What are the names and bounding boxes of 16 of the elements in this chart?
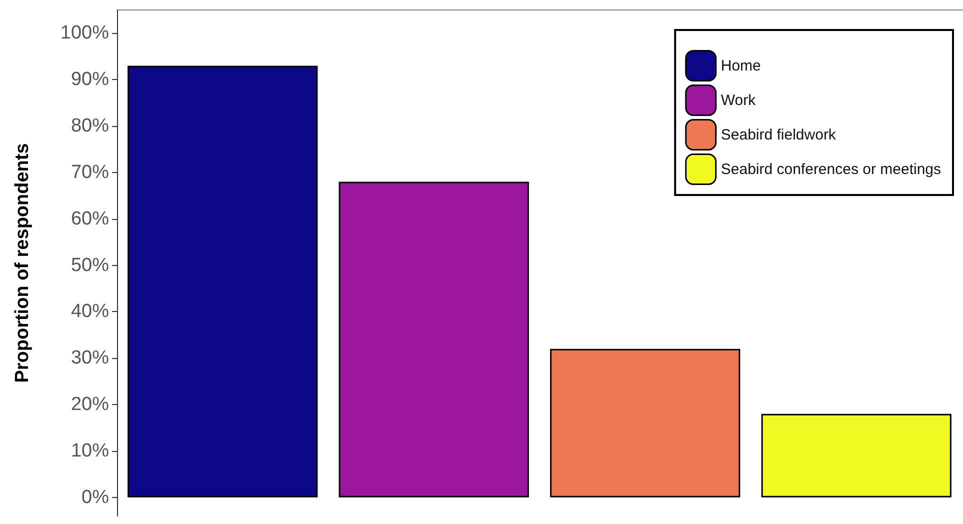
- y-axis-title: Proportion of respondents: [12, 143, 33, 383]
- legend-label: Work: [720, 92, 756, 109]
- legend-label: Seabird conferences or meetings: [720, 160, 942, 178]
- legend-label: Seabird fieldwork: [720, 126, 836, 144]
- y-tick-label: 0%: [82, 486, 110, 508]
- y-tick-label: 90%: [70, 69, 110, 90]
- y-tick-label: 20%: [70, 394, 110, 416]
- y-tick-label: 60%: [70, 208, 110, 230]
- y-tick-label: 10%: [70, 440, 110, 462]
- y-tick-label: 80%: [70, 116, 110, 137]
- y-tick-label: 40%: [70, 301, 110, 322]
- y-tick-label: 100%: [60, 22, 110, 44]
- legend-label: Home: [720, 57, 761, 74]
- y-tick-label: 50%: [70, 254, 110, 276]
- y-tick-label: 70%: [70, 162, 110, 183]
- y-tick-label: 30%: [70, 348, 110, 369]
